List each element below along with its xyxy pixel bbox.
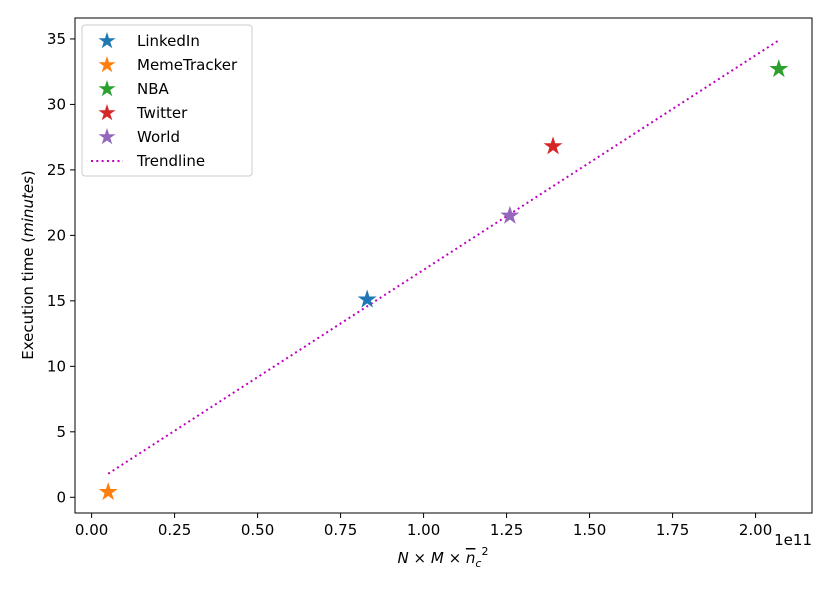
legend-label: MemeTracker bbox=[137, 56, 238, 74]
y-tick-label: 35 bbox=[47, 30, 66, 48]
trendline bbox=[107, 39, 780, 475]
plot-frame bbox=[74, 17, 813, 514]
x-tick-label: 1.00 bbox=[407, 521, 440, 539]
x-axis-label: N × M × nc2 bbox=[398, 545, 489, 570]
legend-label: Trendline bbox=[136, 152, 205, 170]
y-tick-label: 20 bbox=[47, 226, 66, 244]
x-tick-label: 1.75 bbox=[656, 521, 689, 539]
plot-marks bbox=[98, 39, 789, 501]
legend-frame bbox=[81, 24, 253, 177]
x-offset-text: 1e11 bbox=[774, 531, 812, 549]
y-tick-label: 25 bbox=[47, 161, 66, 179]
y-tick-label: 0 bbox=[56, 488, 66, 506]
x-tick-label: 0.00 bbox=[75, 521, 108, 539]
data-point-linkedin bbox=[357, 289, 377, 308]
x-tick-label: 0.75 bbox=[324, 521, 357, 539]
legend: LinkedIn MemeTracker NBA Twitter World Trendl… bbox=[81, 24, 253, 177]
legend-marker-nba bbox=[98, 80, 116, 97]
data-point-nba bbox=[769, 59, 789, 78]
x-tick-label: 0.25 bbox=[158, 521, 191, 539]
y-tick-label: 10 bbox=[47, 357, 66, 375]
data-point-memetracker bbox=[98, 482, 118, 501]
legend-label: NBA bbox=[137, 80, 170, 98]
legend-marker-world bbox=[98, 128, 116, 145]
x-tick-label: 1.25 bbox=[490, 521, 523, 539]
y-tick-label: 30 bbox=[47, 95, 66, 113]
data-point-twitter bbox=[543, 136, 563, 155]
y-tick-label: 15 bbox=[47, 292, 66, 310]
x-axis-ticks: 0.00 0.25 0.50 0.75 1.00 1.25 1.50 1.75 2.00 bbox=[75, 513, 772, 539]
x-tick-label: 1.50 bbox=[573, 521, 606, 539]
y-axis-label: Execution time (minutes) bbox=[19, 170, 37, 359]
legend-marker-twitter bbox=[98, 104, 116, 121]
legend-label: World bbox=[137, 128, 180, 146]
legend-label: LinkedIn bbox=[137, 32, 200, 50]
x-tick-label: 0.50 bbox=[241, 521, 274, 539]
y-axis-ticks: 0 5 10 15 20 25 30 35 bbox=[47, 30, 75, 506]
legend-marker-linkedin bbox=[98, 32, 116, 49]
y-tick-label: 5 bbox=[56, 423, 66, 441]
data-point-world bbox=[500, 205, 520, 224]
legend-label: Twitter bbox=[136, 104, 188, 122]
x-tick-label: 2.00 bbox=[739, 521, 772, 539]
legend-marker-memetracker bbox=[98, 56, 116, 73]
